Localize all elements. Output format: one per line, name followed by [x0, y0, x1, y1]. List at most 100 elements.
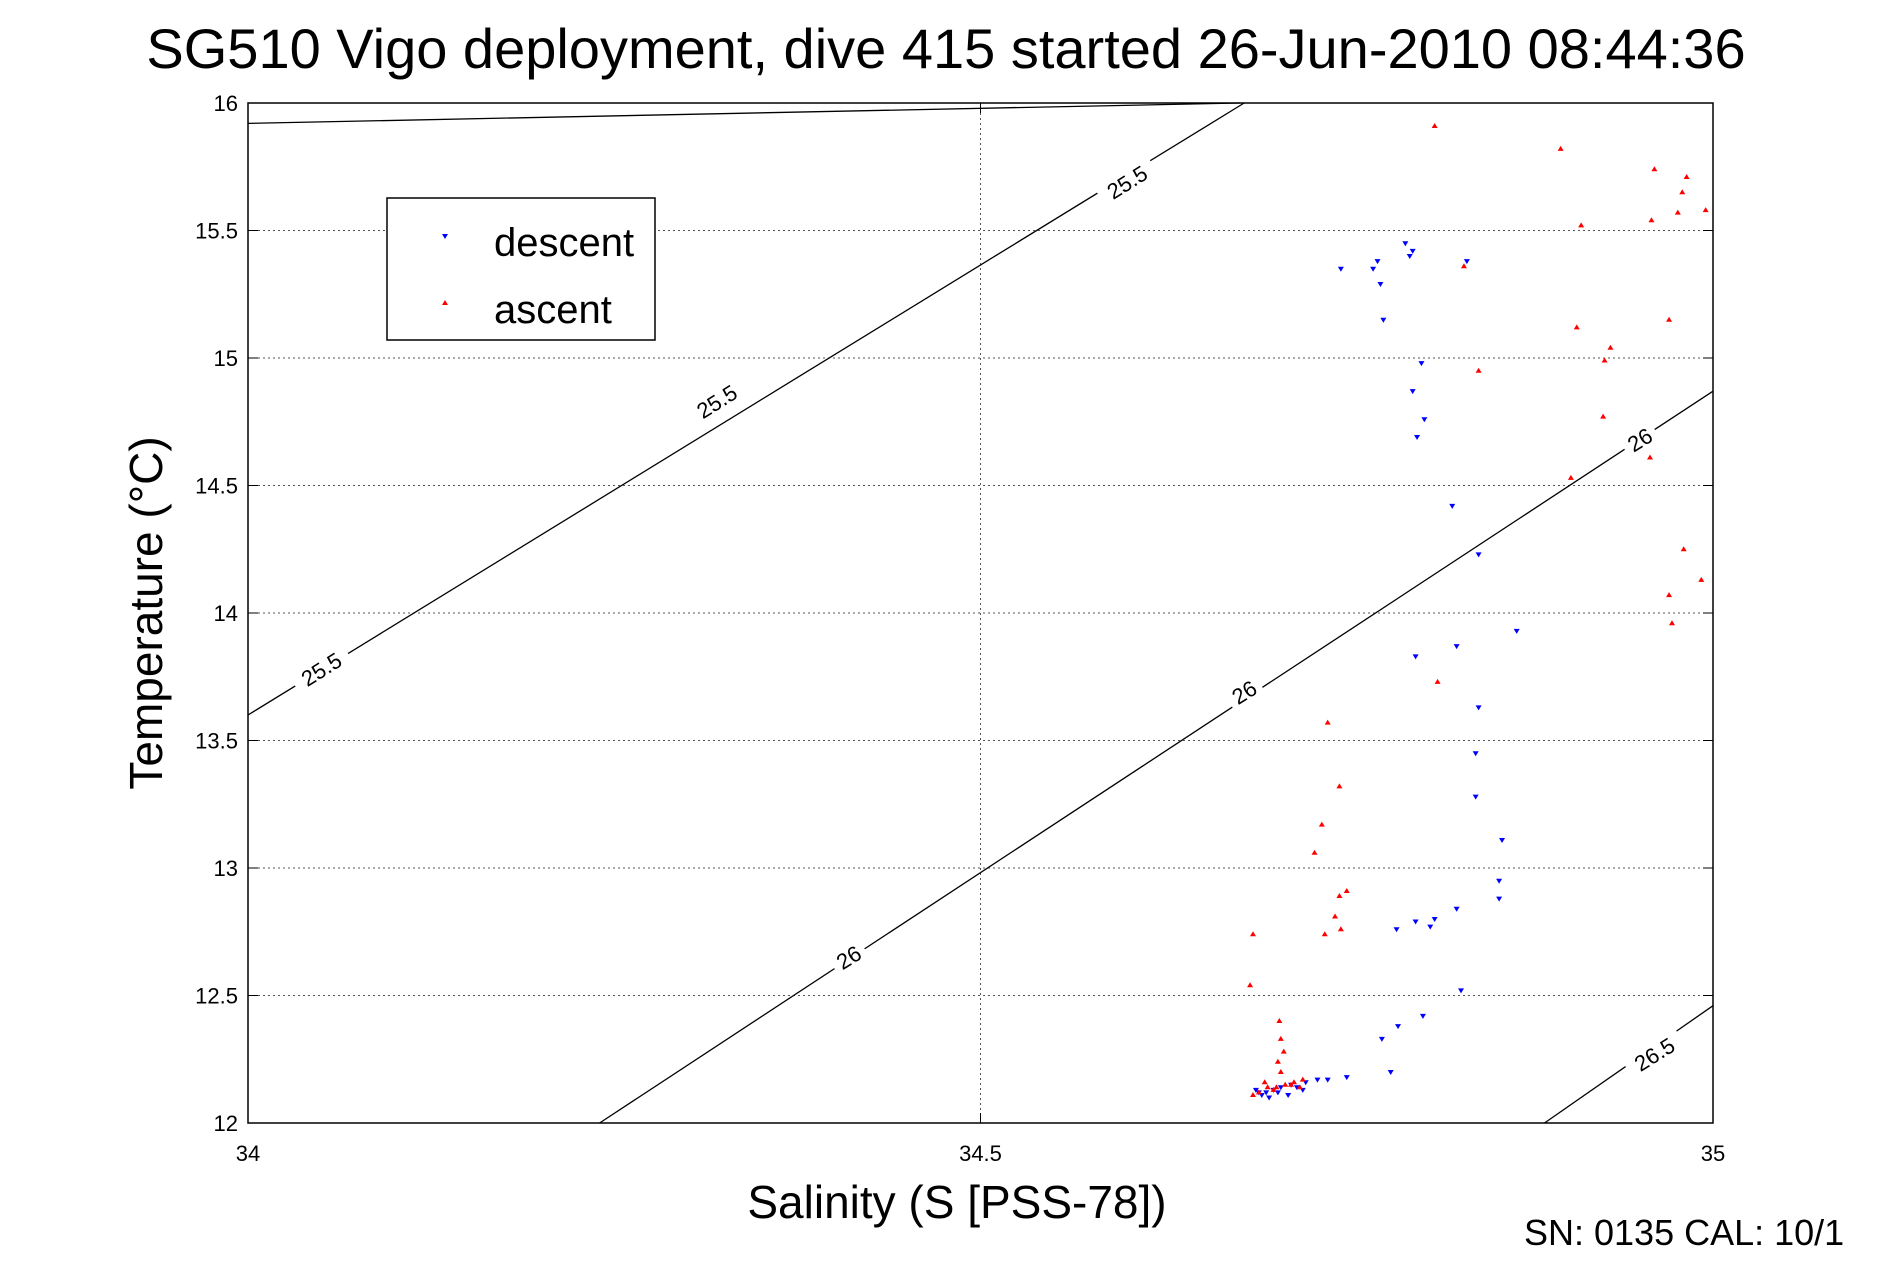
legend-descent-marker [442, 234, 448, 239]
descent-point [1387, 1070, 1394, 1075]
descent-point [1370, 266, 1377, 272]
y-axis-label: Temperature (°C) [120, 436, 172, 789]
y-tick-label: 12 [214, 1111, 238, 1136]
ascent-point [1311, 849, 1318, 855]
descent-point [1419, 1013, 1426, 1019]
y-tick-label: 13.5 [195, 729, 238, 754]
descent-point [1393, 927, 1400, 933]
ascent-point [1247, 982, 1254, 988]
ascent-point [1336, 783, 1343, 789]
descent-point [1378, 1036, 1385, 1042]
ascent-point [1557, 145, 1564, 151]
descent-point [1274, 1090, 1281, 1096]
descent-point [1427, 924, 1434, 930]
ascent-point [1332, 913, 1339, 919]
ascent-point [1277, 1035, 1284, 1041]
ascent-point [1680, 546, 1687, 552]
descent-point [1337, 266, 1344, 272]
contour-label-bg [1093, 153, 1160, 209]
ascent-point [1475, 367, 1482, 373]
contour-label-bg [825, 935, 871, 977]
descent-point [1314, 1077, 1321, 1083]
ascent-point [1291, 1079, 1298, 1085]
ascent-point [1668, 620, 1675, 626]
x-tick-label: 34.5 [959, 1141, 1002, 1166]
ascent-point [1679, 189, 1686, 195]
descent-point [1449, 503, 1456, 509]
chart-title: SG510 Vigo deployment, dive 415 started … [146, 17, 1745, 80]
ascent-point [1666, 592, 1673, 598]
ascent-point [1343, 887, 1350, 893]
ascent-point [1431, 122, 1438, 128]
descent-point [1472, 751, 1479, 757]
y-tick-label: 16 [214, 91, 238, 116]
x-axis-label: Salinity (S [PSS-78]) [747, 1176, 1166, 1228]
ascent-point [1683, 173, 1690, 179]
descent-point [1374, 259, 1381, 265]
legend-ascent-label: ascent [494, 288, 612, 332]
descent-point [1412, 919, 1419, 925]
descent-point [1475, 552, 1482, 558]
ascent-point [1337, 926, 1344, 932]
ascent-point [1282, 1081, 1289, 1087]
ascent-point [1647, 454, 1654, 460]
ascent-point [1600, 413, 1607, 419]
legend-descent-label: descent [494, 221, 634, 265]
y-tick-label: 13 [214, 856, 238, 881]
data-points [1247, 122, 1709, 1101]
ascent-point [1296, 1084, 1303, 1090]
descent-point [1414, 435, 1421, 441]
contour-label-bg [1620, 1025, 1688, 1081]
ascent-point [1698, 576, 1705, 582]
descent-point [1324, 1077, 1331, 1083]
serial-calibration-text: SN: 0135 CAL: 10/1 [1524, 1212, 1844, 1253]
ascent-point [1336, 893, 1343, 899]
ascent-point [1324, 719, 1331, 725]
descent-point [1499, 837, 1506, 843]
x-tick-label: 34 [236, 1141, 260, 1166]
y-tick-label: 14.5 [195, 474, 238, 499]
descent-point [1409, 389, 1416, 395]
descent-point [1406, 254, 1413, 259]
y-tick-label: 12.5 [195, 984, 238, 1009]
descent-point [1277, 1085, 1284, 1091]
descent-point [1496, 896, 1503, 902]
density-contour-line [599, 390, 1714, 1124]
ascent-point [1249, 931, 1256, 937]
ascent-point [1318, 821, 1325, 827]
ascent-point [1702, 207, 1709, 213]
descent-point [1412, 654, 1419, 660]
y-tick-label: 15.5 [195, 219, 238, 244]
y-tick-label: 14 [214, 601, 238, 626]
y-tick-label: 15 [214, 346, 238, 371]
descent-point [1458, 988, 1465, 994]
descent-point [1513, 628, 1520, 634]
descent-point [1431, 917, 1438, 922]
ascent-point [1273, 1084, 1280, 1090]
descent-point [1496, 878, 1503, 884]
ascent-point [1601, 357, 1608, 363]
ascent-point [1607, 344, 1614, 350]
ascent-point [1578, 222, 1585, 228]
ascent-point [1434, 678, 1441, 684]
descent-point [1263, 1090, 1270, 1096]
descent-point [1293, 1085, 1300, 1091]
ascent-point [1674, 209, 1681, 215]
descent-point [1453, 644, 1460, 650]
contour-label-bg [1221, 670, 1266, 712]
descent-point [1380, 317, 1387, 323]
ascent-point [1274, 1058, 1281, 1064]
ascent-point [1460, 263, 1467, 269]
density-contours [247, 102, 1714, 1124]
density-contour-line [247, 102, 1245, 716]
density-contour-line [247, 102, 1240, 125]
ascent-point [1666, 316, 1673, 322]
ascent-point [1249, 1091, 1256, 1097]
ascent-point [1276, 1018, 1283, 1023]
descent-point [1453, 906, 1460, 912]
ascent-point [1648, 217, 1655, 223]
descent-point [1421, 417, 1428, 423]
x-tick-label: 35 [1701, 1141, 1725, 1166]
ascent-point [1277, 1069, 1284, 1074]
